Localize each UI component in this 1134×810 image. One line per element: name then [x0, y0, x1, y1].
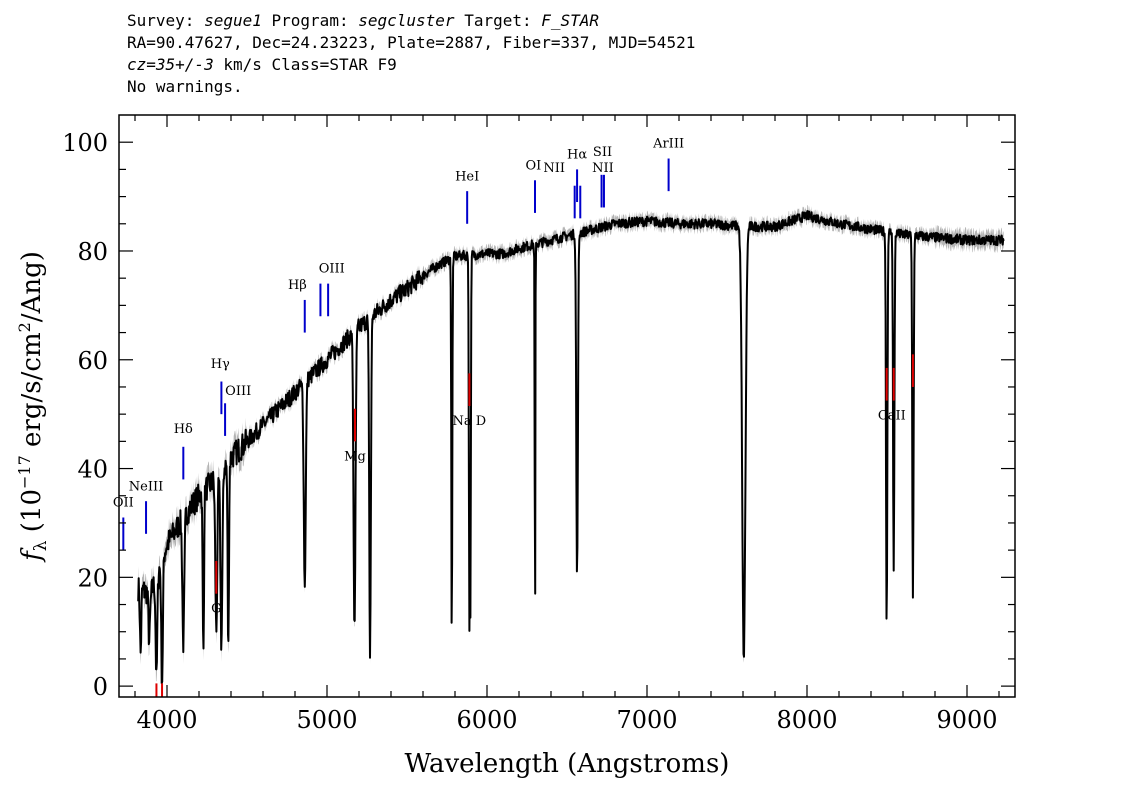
survey-label: Survey: — [127, 11, 195, 30]
absorption-label: CaII — [878, 409, 906, 424]
x-tick-label: 4000 — [136, 706, 197, 734]
header-line-survey: Survey: segue1 Program: segcluster Targe… — [127, 10, 695, 32]
emission-label: Hγ — [211, 357, 230, 372]
y-tick-label: 0 — [93, 673, 108, 701]
emission-label: NeIII — [129, 479, 163, 494]
absorption-label: Mg — [344, 449, 366, 464]
x-tick-label: 5000 — [296, 706, 357, 734]
plot-frame — [118, 114, 1016, 698]
program-label: Program: — [271, 11, 349, 30]
emission-label: ArIII — [652, 137, 684, 152]
emission-label: OII — [113, 496, 134, 511]
y-tick-label: 60 — [77, 347, 108, 375]
target-label: Target: — [464, 11, 532, 30]
x-tick-label: 9000 — [936, 706, 997, 734]
header-line-redshift: cz=35+/-3 km/s Class=STAR F9 — [127, 54, 695, 76]
flux-series-line — [137, 210, 1005, 685]
y-label-exponent2: 2 — [15, 322, 34, 332]
target-value: F_STAR — [541, 11, 600, 30]
y-label-part2: erg/s/cm — [17, 332, 47, 455]
flux-layer — [137, 210, 1005, 685]
redshift-units: km/s — [223, 55, 262, 74]
emission-label: OIII — [225, 384, 251, 399]
emission-label: NII — [543, 161, 565, 176]
y-tick-label: 20 — [77, 564, 108, 592]
x-tick-label: 8000 — [776, 706, 837, 734]
emission-label: NII — [592, 161, 614, 176]
y-axis-label: fλ (10−17 erg/s/cm2/Ang) — [15, 251, 51, 563]
error-band-layer — [138, 205, 1004, 696]
y-label-lambda: λ — [31, 540, 51, 551]
y-label-exponent: −17 — [15, 455, 34, 489]
emission-label: Hα — [567, 148, 587, 163]
y-label-part1: (10 — [17, 489, 47, 541]
x-axis-label: Wavelength (Angstroms) — [405, 749, 730, 779]
x-tick-label: 7000 — [616, 706, 677, 734]
absorption-label: Na D — [453, 414, 487, 429]
axis-ticks: 4000 5000 6000 7000 8000 9000 0 20 40 60 80 100 — [62, 115, 1015, 734]
header-line-warnings: No warnings. — [127, 77, 243, 96]
y-tick-label: 40 — [77, 456, 108, 484]
emission-label: Hδ — [174, 422, 193, 437]
emission-label: SII — [593, 145, 612, 160]
program-value: segcluster — [358, 11, 455, 30]
header-line-coordinates: RA=90.47627, Dec=24.23223, Plate=2887, F… — [127, 33, 696, 52]
y-tick-label: 80 — [77, 238, 108, 266]
survey-value: segue1 — [204, 11, 262, 30]
emission-label: OIII — [319, 262, 345, 277]
y-tick-label: 100 — [62, 129, 108, 157]
class-value: Class=STAR F9 — [271, 55, 397, 74]
x-tick-label: 6000 — [456, 706, 517, 734]
flux-error-band — [138, 205, 1004, 696]
spectrum-header: Survey: segue1 Program: segcluster Targe… — [127, 10, 695, 98]
emission-label: HeI — [455, 169, 479, 184]
y-label-part3: /Ang) — [17, 251, 47, 322]
emission-label: OI — [526, 158, 542, 173]
absorption-label: G — [211, 602, 221, 617]
emission-label: Hβ — [288, 278, 307, 293]
redshift-value: cz=35+/-3 — [127, 55, 214, 74]
